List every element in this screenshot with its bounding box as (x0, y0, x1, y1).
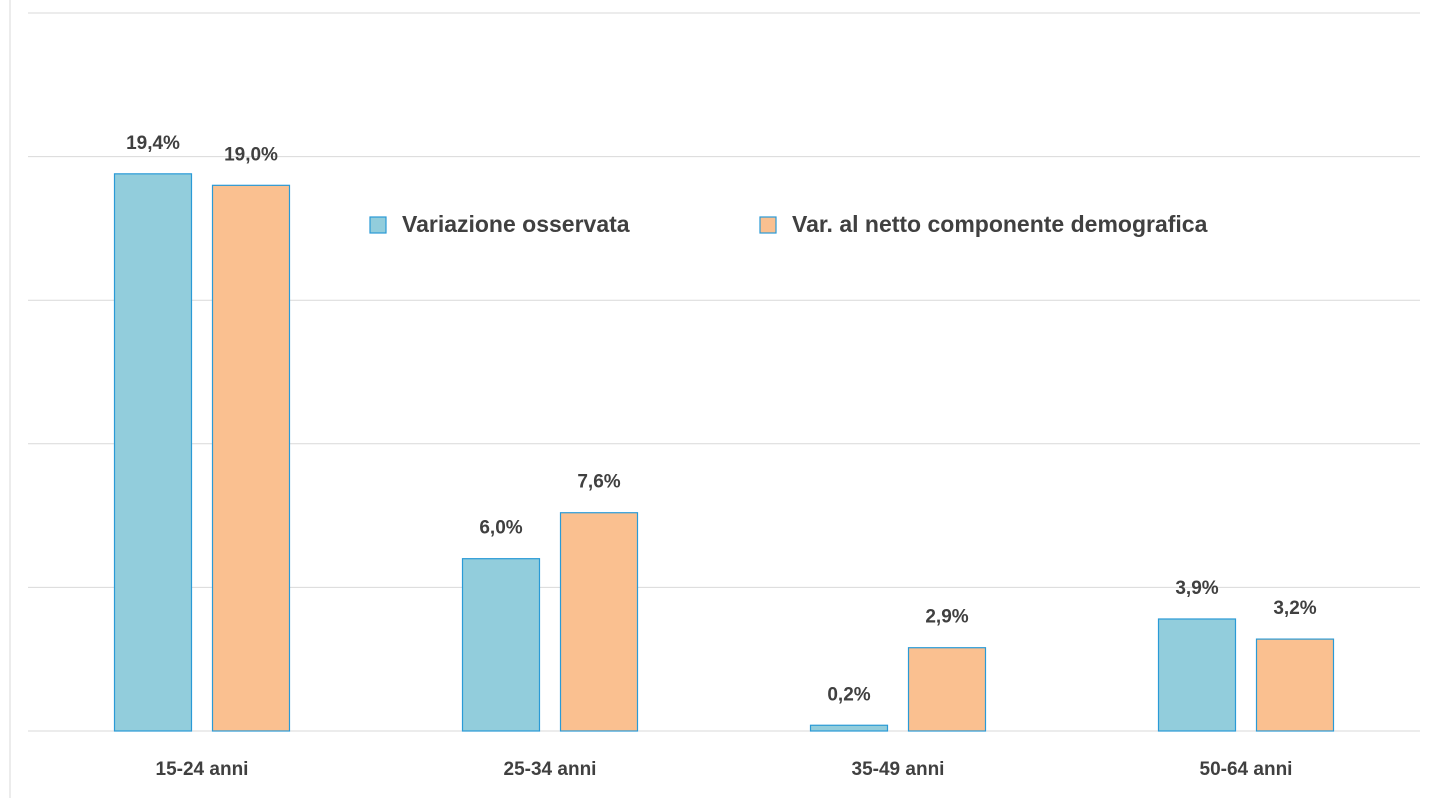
data-label: 6,0% (479, 518, 522, 539)
bar (1157, 618, 1237, 732)
data-label: 3,2% (1273, 598, 1316, 619)
data-label: 19,0% (224, 144, 278, 165)
x-tick-label: 35-49 anni (852, 759, 945, 780)
bar (1255, 638, 1335, 732)
data-label: 0,2% (827, 684, 870, 705)
bar (211, 184, 291, 732)
x-tick-label: 50-64 anni (1200, 759, 1293, 780)
bar (559, 512, 639, 732)
data-label: 19,4% (126, 133, 180, 154)
legend-label: Variazione osservata (402, 211, 630, 237)
legend-swatch (759, 216, 777, 234)
data-label: 7,6% (577, 472, 620, 493)
data-label: 3,9% (1175, 578, 1218, 599)
data-label: 2,9% (925, 607, 968, 628)
bar (461, 558, 541, 732)
bar (907, 647, 987, 732)
legend-swatch (369, 216, 387, 234)
bar (113, 173, 193, 732)
x-tick-label: 25-34 anni (504, 759, 597, 780)
legend-label: Var. al netto componente demografica (792, 211, 1208, 237)
bar (809, 724, 889, 732)
x-tick-label: 15-24 anni (156, 759, 249, 780)
